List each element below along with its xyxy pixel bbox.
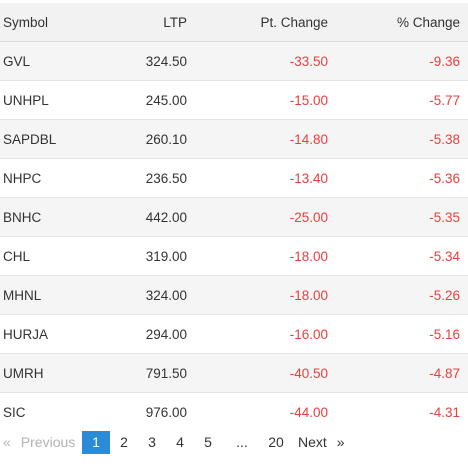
page-button-20[interactable]: 20: [268, 434, 284, 450]
table-row[interactable]: CHL 319.00 -18.00 -5.34: [0, 236, 468, 276]
pct-change-cell: -4.87: [330, 353, 468, 393]
symbol-cell[interactable]: MHNL: [0, 275, 99, 315]
table-row[interactable]: BNHC 442.00 -25.00 -5.35: [0, 197, 468, 237]
pt-change-cell: -14.80: [190, 119, 330, 159]
table-row[interactable]: MHNL 324.00 -18.00 -5.26: [0, 275, 468, 315]
header-pt-change[interactable]: Pt. Change: [190, 3, 330, 42]
pct-change-cell: -5.36: [330, 158, 468, 198]
header-ltp[interactable]: LTP: [99, 3, 190, 42]
table-row[interactable]: NHPC 236.50 -13.40 -5.36: [0, 158, 468, 198]
pct-change-cell: -5.77: [330, 80, 468, 120]
previous-arrow-icon: «: [3, 434, 11, 450]
symbol-cell[interactable]: BNHC: [0, 197, 99, 237]
page-button-1[interactable]: 1: [82, 430, 110, 454]
pct-change-cell: -9.36: [330, 41, 468, 81]
pct-change-cell: -4.31: [330, 392, 468, 432]
pt-change-cell: -15.00: [190, 80, 330, 120]
table-row[interactable]: SIC 976.00 -44.00 -4.31: [0, 392, 468, 432]
ltp-cell: 319.00: [99, 236, 190, 276]
pt-change-cell: -33.50: [190, 41, 330, 81]
pt-change-cell: -40.50: [190, 353, 330, 393]
pct-change-cell: -5.34: [330, 236, 468, 276]
page-button-5[interactable]: 5: [204, 434, 212, 450]
pct-change-cell: -5.16: [330, 314, 468, 354]
pagination: « Previous 1 2 3 4 5 ... 20 Next »: [0, 430, 350, 454]
pt-change-cell: -16.00: [190, 314, 330, 354]
table-row[interactable]: GVL 324.50 -33.50 -9.36: [0, 41, 468, 81]
next-arrow-icon: »: [336, 434, 345, 450]
symbol-cell[interactable]: UNHPL: [0, 80, 99, 120]
pt-change-cell: -25.00: [190, 197, 330, 237]
symbol-cell[interactable]: SAPDBL: [0, 119, 99, 159]
ltp-cell: 324.50: [99, 41, 190, 81]
previous-label: Previous: [20, 434, 76, 450]
ltp-cell: 236.50: [99, 158, 190, 198]
table-row[interactable]: UNHPL 245.00 -15.00 -5.77: [0, 80, 468, 120]
ltp-cell: 294.00: [99, 314, 190, 354]
ltp-cell: 976.00: [99, 392, 190, 432]
symbol-cell[interactable]: UMRH: [0, 353, 99, 393]
pct-change-cell: -5.26: [330, 275, 468, 315]
stock-table-container: Symbol LTP Pt. Change % Change GVL 324.50…: [0, 3, 468, 432]
previous-page-button[interactable]: « Previous: [0, 431, 82, 454]
page-button-2[interactable]: 2: [120, 434, 128, 450]
symbol-cell[interactable]: NHPC: [0, 158, 99, 198]
table-row[interactable]: UMRH 791.50 -40.50 -4.87: [0, 353, 468, 393]
symbol-cell[interactable]: CHL: [0, 236, 99, 276]
next-label: Next: [298, 434, 327, 450]
header-symbol[interactable]: Symbol: [0, 3, 99, 42]
losers-table: Symbol LTP Pt. Change % Change GVL 324.50…: [0, 3, 468, 432]
pct-change-cell: -5.38: [330, 119, 468, 159]
table-body: GVL 324.50 -33.50 -9.36 UNHPL 245.00 -15.00 -5.…: [0, 41, 468, 432]
pagination-ellipsis: ...: [236, 434, 248, 450]
table-row[interactable]: HURJA 294.00 -16.00 -5.16: [0, 314, 468, 354]
ltp-cell: 245.00: [99, 80, 190, 120]
pt-change-cell: -44.00: [190, 392, 330, 432]
symbol-cell[interactable]: HURJA: [0, 314, 99, 354]
page-button-4[interactable]: 4: [176, 434, 184, 450]
ltp-cell: 260.10: [99, 119, 190, 159]
table-row[interactable]: SAPDBL 260.10 -14.80 -5.38: [0, 119, 468, 159]
pt-change-cell: -13.40: [190, 158, 330, 198]
pct-change-cell: -5.35: [330, 197, 468, 237]
ltp-cell: 791.50: [99, 353, 190, 393]
pt-change-cell: -18.00: [190, 275, 330, 315]
pt-change-cell: -18.00: [190, 236, 330, 276]
symbol-cell[interactable]: SIC: [0, 392, 99, 432]
table-header: Symbol LTP Pt. Change % Change: [0, 3, 468, 42]
header-pct-change[interactable]: % Change: [330, 3, 468, 42]
ltp-cell: 442.00: [99, 197, 190, 237]
symbol-cell[interactable]: GVL: [0, 41, 99, 81]
next-page-button[interactable]: Next »: [290, 431, 350, 454]
header-row: Symbol LTP Pt. Change % Change: [0, 3, 468, 42]
ltp-cell: 324.00: [99, 275, 190, 315]
page-button-3[interactable]: 3: [148, 434, 156, 450]
